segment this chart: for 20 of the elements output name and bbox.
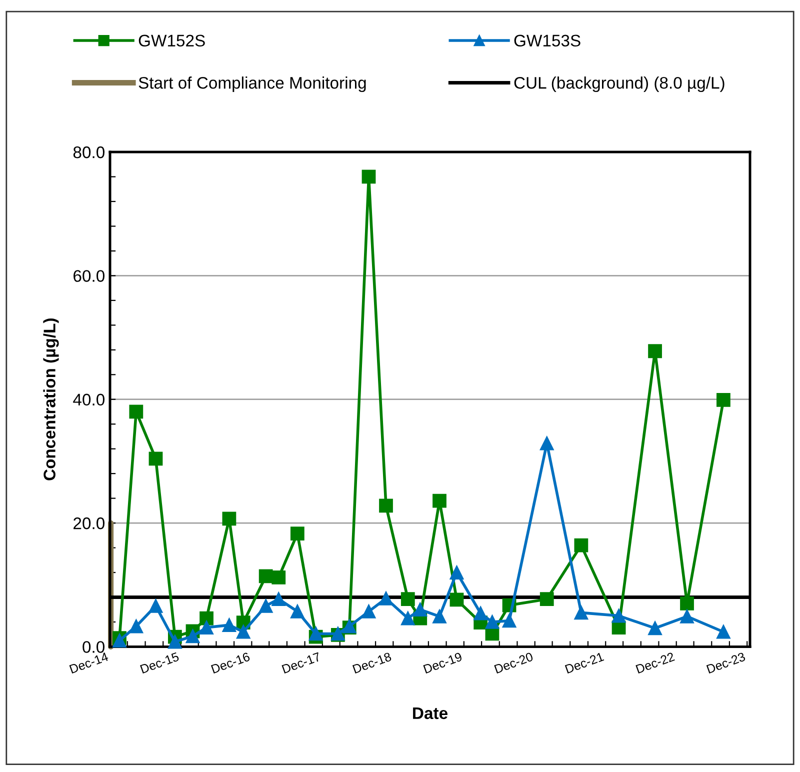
x-axis-title: Date: [413, 707, 448, 720]
x-tick-label: Dec-19: [423, 652, 463, 674]
x-tick-label: Dec-15: [140, 652, 180, 674]
x-tick-label: Dec-16: [210, 652, 250, 674]
x-tick-label: Dec-23: [706, 652, 746, 674]
x-tick-label: Dec-20: [494, 652, 534, 674]
legend-label: GW152S: [138, 34, 205, 47]
y-tick-label: 0.0: [82, 641, 104, 653]
x-tick-label: Dec-14: [69, 652, 109, 674]
y-tick-label: 60.0: [74, 270, 104, 282]
x-tick-label: Dec-22: [636, 652, 675, 674]
legend-label: Start of Compliance Monitoring: [138, 76, 366, 92]
legend-label: CUL (background) (8.0 µg/L): [514, 76, 724, 92]
legend-label: GW153S: [514, 34, 580, 47]
y-tick-label: 40.0: [73, 394, 104, 406]
y-tick-label: 20.0: [74, 517, 104, 530]
x-tick-label: Dec-21: [564, 652, 604, 674]
x-tick-label: Dec-18: [352, 652, 392, 674]
y-axis-title: Concentration (µg/L): [43, 318, 59, 480]
y-tick-label: 80.0: [73, 146, 104, 158]
